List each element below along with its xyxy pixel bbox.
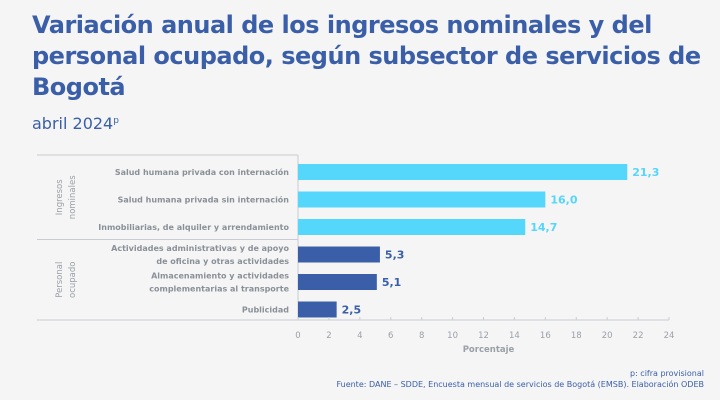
x-tick-label: 10	[447, 331, 458, 341]
chart-title: Variación anual de los ingresos nominale…	[32, 11, 701, 101]
category-label: complementarias al transporte	[149, 285, 289, 294]
category-label: Publicidad	[242, 306, 289, 315]
x-tick-label: 4	[357, 331, 362, 341]
data-label: 14,7	[530, 221, 557, 234]
bar	[298, 301, 337, 318]
source-note: Fuente: DANE – SDDE, Encuesta mensual de…	[336, 380, 704, 389]
category-label: Actividades administrativas y de apoyo	[111, 244, 289, 253]
bar	[298, 246, 380, 263]
category-label: Almacenamiento y actividades	[151, 272, 289, 281]
data-label: 2,5	[342, 304, 362, 317]
provisional-mark: p	[113, 116, 119, 126]
data-label: 5,1	[382, 276, 402, 289]
x-tick-label: 0	[295, 331, 300, 341]
x-tick-label: 2	[326, 331, 331, 341]
category-label: Salud humana privada sin internación	[118, 195, 290, 205]
category-label: Salud humana privada con internación	[115, 167, 289, 177]
bar	[298, 219, 526, 235]
x-tick-label: 6	[388, 331, 393, 341]
bar	[298, 274, 377, 290]
group-label: Ingresos	[55, 179, 65, 215]
x-tick-label: 22	[633, 331, 644, 341]
data-label: 21,3	[632, 166, 659, 179]
footnote: p: cifra provisional	[629, 369, 704, 378]
x-tick-label: 12	[478, 331, 489, 341]
x-axis-title: Porcentaje	[463, 345, 515, 355]
group-label: Personal	[55, 262, 65, 298]
x-tick-label: 16	[540, 331, 551, 341]
group-label: nominales	[68, 175, 78, 219]
data-label: 16,0	[550, 194, 577, 207]
group-label: ocupado	[68, 262, 78, 298]
category-label: de oficina y otras actividades	[156, 257, 289, 266]
bar	[298, 191, 546, 208]
category-label: Inmobiliarias, de alquiler y arrendamien…	[98, 223, 289, 232]
subtitle-text: abril 2024	[32, 114, 114, 133]
x-tick-label: 20	[602, 331, 613, 341]
x-tick-label: 8	[419, 331, 424, 341]
data-label: 5,3	[385, 249, 405, 262]
chart-subtitle: abril 2024p	[32, 114, 119, 133]
x-tick-label: 14	[509, 331, 520, 341]
x-tick-label: 24	[664, 331, 675, 341]
x-tick-label: 18	[571, 331, 582, 341]
bar	[298, 164, 628, 180]
